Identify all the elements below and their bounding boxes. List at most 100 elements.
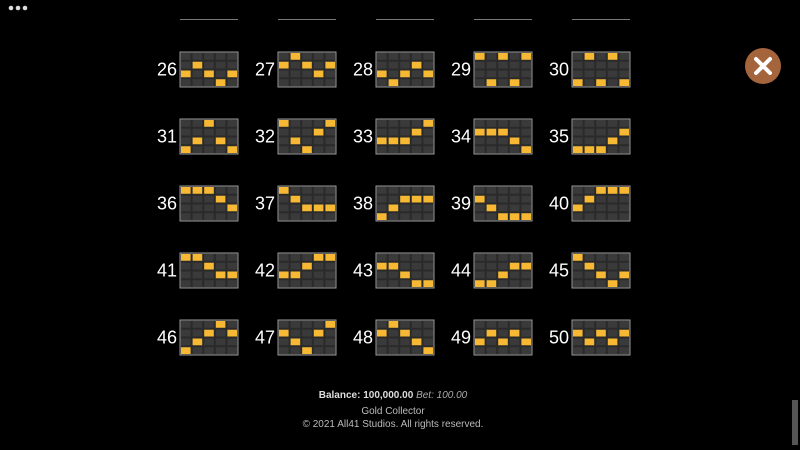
highlighted-cell bbox=[204, 187, 214, 194]
cell bbox=[400, 254, 410, 261]
highlighted-cell bbox=[227, 271, 237, 279]
highlighted-cell bbox=[302, 347, 312, 354]
cell bbox=[388, 120, 399, 127]
cell bbox=[423, 254, 433, 261]
cell bbox=[486, 213, 497, 220]
highlighted-cell bbox=[181, 187, 191, 194]
payline-number: 48 bbox=[353, 327, 373, 347]
cell bbox=[388, 271, 399, 279]
cell bbox=[475, 120, 485, 127]
cell bbox=[227, 254, 237, 261]
cell bbox=[411, 329, 422, 337]
cell bbox=[411, 262, 422, 270]
cell bbox=[607, 329, 618, 337]
highlighted-cell bbox=[596, 146, 606, 153]
copyright: © 2021 All41 Studios. All rights reserve… bbox=[302, 419, 484, 430]
cell bbox=[584, 120, 595, 127]
highlighted-cell bbox=[475, 338, 485, 346]
cell bbox=[619, 213, 629, 220]
cell bbox=[313, 262, 324, 270]
highlighted-cell bbox=[423, 70, 433, 78]
highlighted-cell bbox=[302, 61, 312, 69]
cell bbox=[388, 338, 399, 346]
highlighted-cell bbox=[584, 146, 595, 153]
highlighted-cell bbox=[181, 254, 191, 261]
cell bbox=[313, 53, 324, 60]
highlighted-cell bbox=[423, 195, 433, 203]
cell bbox=[325, 137, 335, 145]
cell bbox=[584, 137, 595, 145]
cell bbox=[400, 146, 410, 153]
highlighted-cell bbox=[498, 128, 508, 136]
cell bbox=[619, 280, 629, 287]
highlighted-cell bbox=[302, 262, 312, 270]
cell bbox=[302, 338, 312, 346]
cell bbox=[227, 53, 237, 60]
cell bbox=[475, 271, 485, 279]
cell bbox=[584, 271, 595, 279]
cell bbox=[584, 321, 595, 328]
scrollbar[interactable] bbox=[792, 400, 798, 445]
cell bbox=[584, 280, 595, 287]
cell bbox=[215, 146, 226, 153]
cell bbox=[377, 271, 387, 279]
cell bbox=[204, 137, 214, 145]
cell bbox=[423, 61, 433, 69]
cell bbox=[596, 61, 606, 69]
cell bbox=[279, 347, 289, 354]
cell bbox=[411, 321, 422, 328]
cell bbox=[192, 321, 203, 328]
cell bbox=[290, 70, 301, 78]
cell bbox=[204, 321, 214, 328]
cell bbox=[290, 204, 301, 212]
cell bbox=[573, 262, 583, 270]
cell bbox=[377, 128, 387, 136]
cell bbox=[313, 120, 324, 127]
close-button[interactable] bbox=[745, 48, 781, 84]
cell bbox=[204, 61, 214, 69]
close-icon bbox=[754, 57, 772, 75]
highlighted-cell bbox=[400, 137, 410, 145]
highlighted-cell bbox=[521, 53, 531, 60]
cell bbox=[619, 120, 629, 127]
cell bbox=[290, 79, 301, 86]
menu-dots[interactable] bbox=[8, 5, 28, 11]
highlighted-cell bbox=[498, 338, 508, 346]
cell bbox=[388, 280, 399, 287]
cell bbox=[279, 338, 289, 346]
cell bbox=[607, 70, 618, 78]
highlighted-cell bbox=[279, 187, 289, 194]
cell bbox=[498, 61, 508, 69]
highlighted-cell bbox=[204, 262, 214, 270]
cell bbox=[215, 280, 226, 287]
cell bbox=[596, 280, 606, 287]
highlighted-cell bbox=[279, 329, 289, 337]
cell bbox=[521, 137, 531, 145]
cell bbox=[181, 271, 191, 279]
cell bbox=[509, 146, 520, 153]
highlighted-cell bbox=[313, 329, 324, 337]
cell bbox=[325, 195, 335, 203]
highlighted-cell bbox=[215, 271, 226, 279]
cell bbox=[313, 347, 324, 354]
cell bbox=[486, 146, 497, 153]
cell bbox=[215, 262, 226, 270]
cell bbox=[607, 61, 618, 69]
cell bbox=[475, 262, 485, 270]
cell bbox=[619, 70, 629, 78]
cell bbox=[204, 146, 214, 153]
cell bbox=[486, 61, 497, 69]
payline-number: 29 bbox=[451, 59, 471, 79]
cell bbox=[204, 347, 214, 354]
payline-number: 45 bbox=[549, 260, 569, 280]
cell bbox=[573, 213, 583, 220]
cell bbox=[325, 213, 335, 220]
cell bbox=[279, 321, 289, 328]
highlighted-cell bbox=[475, 53, 485, 60]
highlighted-cell bbox=[279, 61, 289, 69]
payline-number: 47 bbox=[255, 327, 275, 347]
highlighted-cell bbox=[215, 137, 226, 145]
dot bbox=[8, 5, 14, 11]
cell bbox=[584, 187, 595, 194]
